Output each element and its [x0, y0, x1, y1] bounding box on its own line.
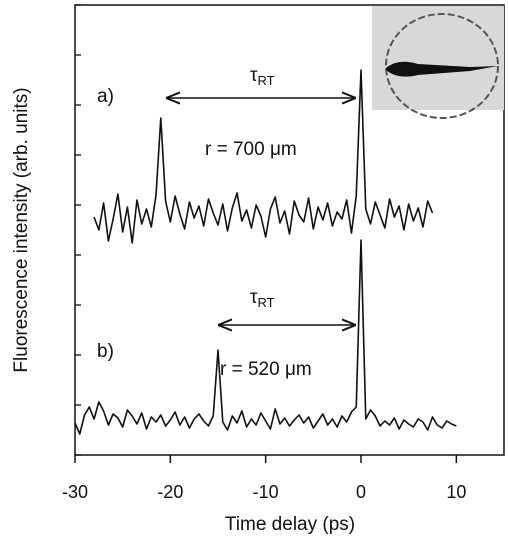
tau-label: τRT [250, 287, 275, 310]
y-axis-label: Fluorescence intensity (arb. units) [11, 87, 32, 372]
tau-label: τRT [250, 65, 275, 88]
x-tick-label: 10 [446, 482, 466, 502]
panel-label: a) [97, 86, 114, 107]
radius-label: r = 700 μm [205, 139, 297, 160]
trace [93, 69, 434, 244]
x-tick-label: 0 [356, 482, 366, 502]
x-tick-label: -10 [253, 482, 279, 502]
tau: τ [250, 287, 258, 308]
x-tick-label: -30 [62, 482, 88, 502]
radius-label: r = 520 μm [220, 359, 312, 380]
plot-frame [74, 4, 505, 456]
inset-image [372, 6, 504, 119]
x-tick-label: -20 [157, 482, 183, 502]
trace [74, 239, 457, 435]
tau-subscript: RT [258, 73, 275, 88]
x-axis-label: Time delay (ps) [225, 514, 355, 535]
panel-label: b) [97, 341, 114, 362]
tau: τ [250, 65, 258, 86]
tau-subscript: RT [258, 295, 275, 310]
